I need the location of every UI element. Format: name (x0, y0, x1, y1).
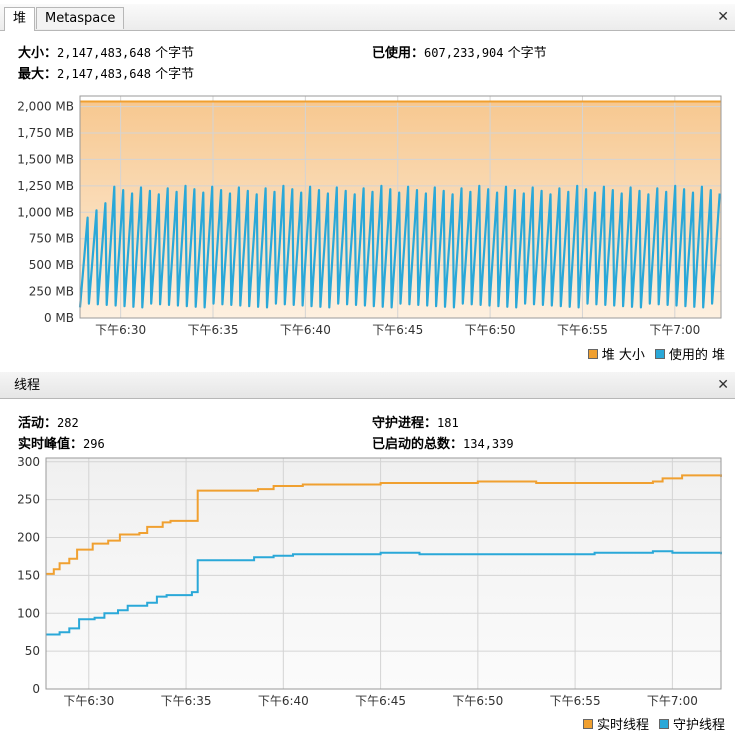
threads-chart: 0 50 100 150 200 250 300 下午6:30 下午6:35 下午6:40 下午6:… (17, 455, 722, 708)
threads-x-tick: 下午6:40 (258, 694, 309, 708)
heap-x-tick: 下午6:30 (95, 323, 146, 337)
legend-swatch-heap-size (587, 348, 598, 359)
threads-series-line-0 (46, 474, 722, 575)
heap-y-tick: 1,500 MB (17, 152, 74, 166)
threads-x-tick: 下午6:50 (452, 694, 503, 708)
heap-y-tick: 0 MB (44, 311, 74, 325)
legend-label-heap-size: 堆 大小 (601, 348, 645, 363)
threads-x-tick: 下午6:35 (161, 694, 212, 708)
heap-tabbar: 堆 Metaspace ✕ (0, 4, 735, 31)
heap-y-tick: 250 MB (29, 285, 74, 299)
heap-y-tick: 1,250 MB (17, 179, 74, 193)
threads-series-line-1 (46, 550, 722, 636)
threads-x-tick: 下午6:45 (355, 694, 406, 708)
heap-y-tick: 1,750 MB (17, 126, 74, 140)
heap-x-tick: 下午6:40 (280, 323, 331, 337)
live-threads-info: 活动：282 (18, 416, 79, 431)
threads-x-tick: 下午6:55 (550, 694, 601, 708)
tab-metaspace[interactable]: Metaspace (36, 7, 125, 29)
threads-y-tick: 150 (17, 568, 40, 582)
heap-x-tick: 下午6:35 (188, 323, 239, 337)
threads-y-tick: 300 (17, 455, 40, 469)
threads-y-tick: 200 (17, 531, 40, 545)
threads-legend: 实时线程 守护线程 (573, 714, 725, 733)
heap-max-info: 最大：2,147,483,648 个字节 (18, 67, 195, 82)
heap-x-tick: 下午6:55 (557, 323, 608, 337)
heap-chart: 0 MB 250 MB 500 MB 750 MB 1,000 MB 1,250 MB 1,… (17, 95, 722, 337)
heap-x-tick: 下午7:00 (649, 323, 700, 337)
threads-y-tick: 0 (32, 682, 40, 696)
started-threads-info: 已启动的总数：134,339 (372, 437, 514, 452)
close-icon[interactable]: ✕ (717, 377, 729, 393)
tab-heap[interactable]: 堆 (4, 7, 36, 31)
peak-threads-info: 实时峰值：296 (18, 437, 105, 452)
heap-size-info: 大小：2,147,483,648 个字节 (18, 46, 195, 61)
threads-y-tick: 250 (17, 493, 40, 507)
threads-titlebar: 线程 ✕ (0, 372, 735, 399)
heap-x-tick: 下午6:45 (372, 323, 423, 337)
heap-y-tick: 1,000 MB (17, 205, 74, 219)
legend-label-live-threads: 实时线程 (596, 718, 649, 733)
heap-legend: 堆 大小 使用的 堆 (578, 344, 725, 363)
threads-x-tick: 下午7:00 (647, 694, 698, 708)
legend-label-used-heap: 使用的 堆 (668, 348, 725, 363)
threads-frame (45, 457, 722, 690)
legend-swatch-used-heap (654, 348, 665, 359)
legend-swatch-live-threads (582, 718, 593, 729)
heap-series-line-1 (78, 184, 721, 309)
heap-y-tick: 750 MB (29, 232, 74, 246)
heap-y-tick: 2,000 MB (17, 100, 74, 114)
legend-swatch-daemon-threads (658, 718, 669, 729)
daemon-threads-info: 守护进程：181 (372, 416, 459, 431)
threads-y-tick: 50 (25, 644, 40, 658)
legend-label-daemon-threads: 守护线程 (672, 718, 725, 733)
heap-y-tick: 500 MB (29, 258, 74, 272)
threads-y-tick: 100 (17, 606, 40, 620)
threads-plot-area (46, 458, 721, 689)
threads-title: 线程 (14, 378, 41, 393)
close-icon[interactable]: ✕ (717, 9, 729, 25)
heap-x-tick: 下午6:50 (465, 323, 516, 337)
heap-frame (79, 95, 722, 319)
heap-used-info: 已使用：607,233,904 个字节 (372, 46, 547, 61)
threads-x-tick: 下午6:30 (63, 694, 114, 708)
